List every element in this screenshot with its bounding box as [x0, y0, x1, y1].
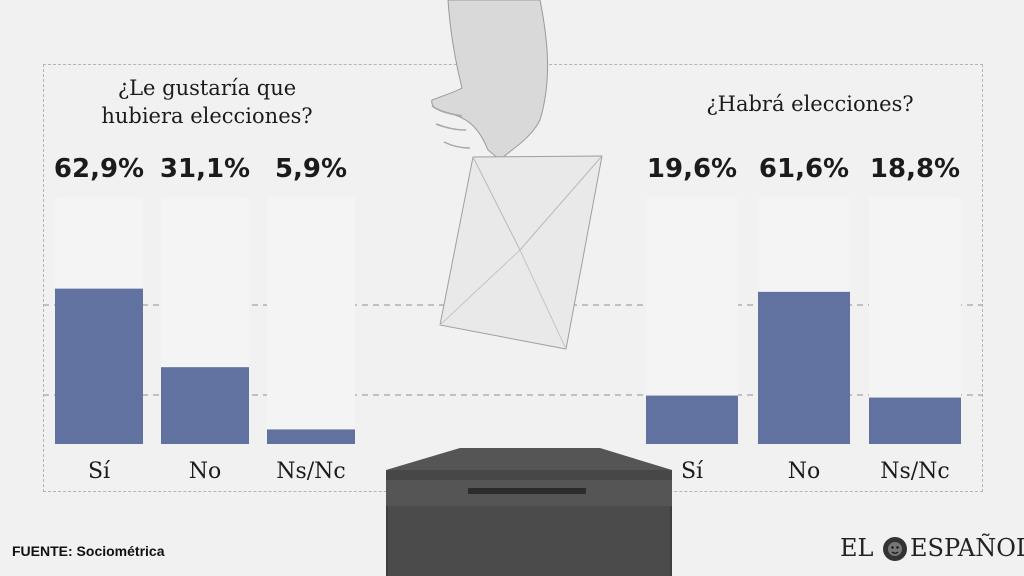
value-label-right-1: 61,6% — [759, 154, 849, 184]
logo-word-el: EL — [840, 534, 874, 562]
bar-right-2 — [869, 397, 961, 444]
ballot-box-illustration — [386, 448, 672, 576]
el-espanol-logo: EL ESPAÑOL — [840, 530, 1024, 570]
chart-title-right: ¿Habrá elecciones? — [706, 92, 914, 116]
value-label-left-0: 62,9% — [54, 154, 144, 184]
category-label-right-1: No — [788, 459, 821, 484]
category-label-left-1: No — [189, 459, 222, 484]
category-label-right-0: Sí — [681, 459, 704, 484]
category-label-left-0: Sí — [88, 459, 111, 484]
bar-track-left-2 — [267, 197, 355, 444]
bar-right-1 — [758, 291, 850, 444]
chart-title-left: ¿Le gustaría que hubiera elecciones? — [101, 76, 313, 128]
hand-with-envelope-illustration — [431, 0, 603, 350]
value-label-left-2: 5,9% — [275, 154, 347, 184]
value-label-right-0: 19,6% — [647, 154, 737, 184]
category-label-left-2: Ns/Nc — [276, 459, 346, 484]
lion-icon — [883, 537, 907, 561]
bar-left-2 — [267, 429, 355, 444]
category-label-right-2: Ns/Nc — [880, 459, 950, 484]
bar-track-right-0 — [646, 197, 738, 444]
bar-left-1 — [161, 367, 249, 444]
value-label-right-2: 18,8% — [870, 154, 960, 184]
bar-track-right-2 — [869, 197, 961, 444]
bar-left-0 — [55, 288, 143, 444]
bar-right-0 — [646, 395, 738, 444]
value-label-left-1: 31,1% — [160, 154, 250, 184]
source-note: FUENTE: Sociométrica — [12, 543, 165, 559]
logo-word-espanol: ESPAÑOL — [910, 534, 1024, 562]
